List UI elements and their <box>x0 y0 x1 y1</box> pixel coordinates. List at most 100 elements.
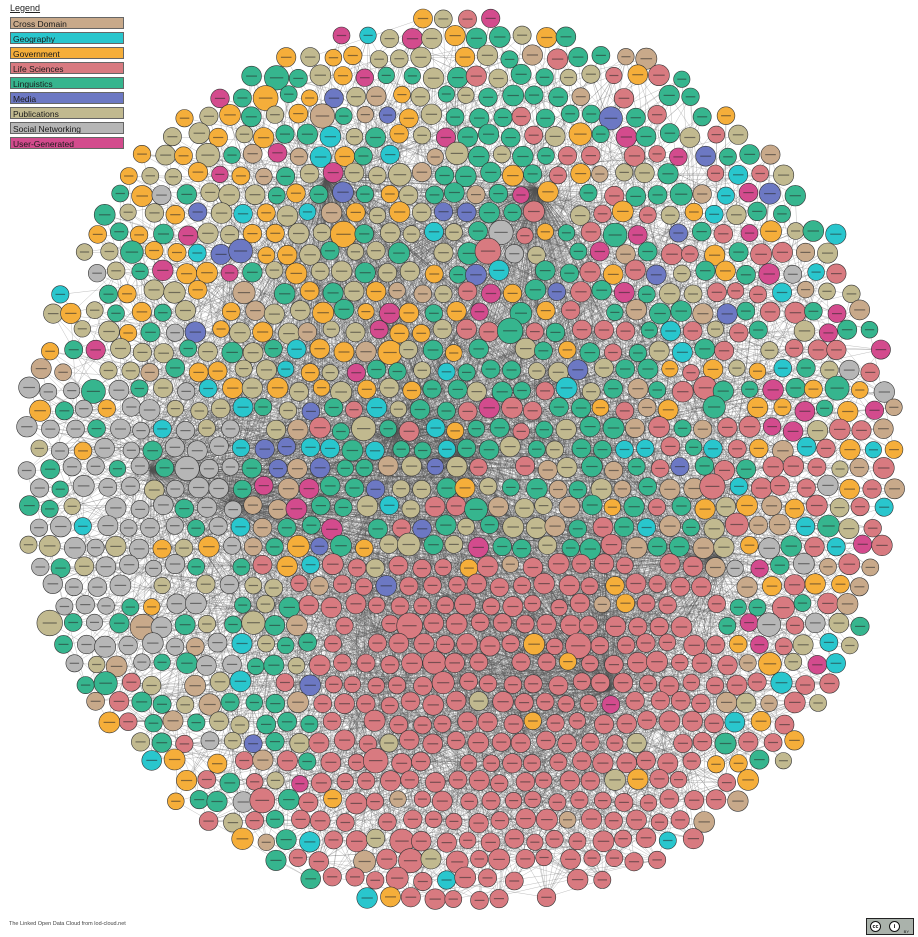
dataset-node-label <box>449 352 459 354</box>
attribution-text: The Linked Open Data Cloud from lod-clou… <box>9 921 126 927</box>
dataset-node-label <box>179 117 190 119</box>
dataset-node-label <box>190 602 202 604</box>
dataset-node-label <box>248 584 258 587</box>
dataset-node-label <box>461 94 471 96</box>
dataset-node-label <box>201 154 215 156</box>
dataset-node-label <box>711 328 721 330</box>
dataset-node-label <box>324 250 335 252</box>
dataset-node-label <box>383 351 397 354</box>
dataset-node-label <box>540 231 550 233</box>
dataset-node-label <box>698 387 712 389</box>
dataset-node-label <box>575 96 586 98</box>
dataset-node-label <box>324 136 336 138</box>
dataset-node-label <box>527 173 538 175</box>
dataset-node-label <box>385 664 395 666</box>
dataset-node-label <box>585 818 598 820</box>
dataset-node-label <box>516 548 527 550</box>
dataset-node-label <box>565 547 576 549</box>
dataset-node-label <box>665 214 676 216</box>
dataset-node-label <box>68 349 79 351</box>
dataset-node-label <box>448 543 459 545</box>
dataset-node-label <box>810 504 823 507</box>
dataset-node-label <box>192 289 203 291</box>
dataset-node-label <box>135 626 151 628</box>
dataset-node-label <box>540 310 551 312</box>
dataset-node-label <box>293 113 304 115</box>
dataset-node-label <box>384 38 395 40</box>
dataset-node-label <box>485 368 496 370</box>
dataset-node-label <box>864 329 875 331</box>
dataset-node-label <box>541 36 553 39</box>
dataset-node-label <box>441 371 452 373</box>
dataset-node-label <box>654 778 665 780</box>
dataset-node-label <box>809 583 821 585</box>
dataset-node-label <box>79 251 90 253</box>
dataset-node-label <box>583 624 594 626</box>
dataset-node-label <box>104 250 115 253</box>
legend-item-media[interactable]: Media <box>10 92 124 104</box>
dataset-node-label <box>763 273 775 275</box>
dataset-node-label <box>766 585 778 587</box>
legend-item-government[interactable]: Government <box>10 47 124 59</box>
dataset-node-label <box>565 858 577 860</box>
legend-item-cross-domain[interactable]: Cross Domain <box>10 17 124 29</box>
dataset-node-label <box>234 724 245 726</box>
dataset-node-label <box>720 506 732 508</box>
dataset-node-label <box>482 721 493 723</box>
dataset-node-label <box>494 782 505 784</box>
dataset-node-label <box>90 621 99 623</box>
dataset-node-label <box>641 602 651 604</box>
dataset-node-label <box>554 607 564 609</box>
dataset-node-label <box>314 820 326 822</box>
dataset-node-label <box>391 877 404 879</box>
dataset-node-label <box>438 566 448 568</box>
legend-item-geography[interactable]: Geography <box>10 32 124 44</box>
legend-item-social-networking[interactable]: Social Networking <box>10 122 124 134</box>
dataset-node-label <box>823 332 834 334</box>
dataset-node-label <box>469 508 483 510</box>
dataset-node-label <box>370 567 381 569</box>
license-text: BY <box>903 929 909 934</box>
dataset-node-label <box>236 447 246 449</box>
dataset-node-label <box>290 508 303 510</box>
dataset-node-label <box>832 313 842 315</box>
dataset-node-label <box>688 644 700 646</box>
dataset-node-label <box>551 58 564 60</box>
dataset-node-label <box>270 232 281 234</box>
legend-item-life-sciences[interactable]: Life Sciences <box>10 62 124 74</box>
dataset-node-label <box>42 622 57 624</box>
dataset-node-label <box>261 643 271 645</box>
dataset-node-label <box>114 584 127 586</box>
dataset-node-label <box>788 661 798 663</box>
dataset-node-label <box>607 273 619 275</box>
legend-item-publications[interactable]: Publications <box>10 107 124 119</box>
dataset-node-label <box>675 700 686 702</box>
dataset-node-label <box>213 525 224 527</box>
dataset-node-label <box>620 136 632 138</box>
dataset-node-label <box>708 722 720 724</box>
dataset-node-label <box>789 347 799 349</box>
dataset-node-label <box>753 293 763 295</box>
dataset-node-label <box>429 818 439 820</box>
legend-item-linguistics[interactable]: Linguistics <box>10 77 124 89</box>
dataset-node-label <box>102 525 114 527</box>
dataset-node-label <box>677 273 687 275</box>
dataset-node-label <box>530 527 543 529</box>
cc-license-badge[interactable]: cc i BY <box>866 918 914 935</box>
dataset-node-label <box>598 329 610 331</box>
dataset-node-label <box>280 175 291 177</box>
dataset-node-label <box>110 665 123 667</box>
dataset-node-label <box>397 94 407 96</box>
dataset-node-label <box>370 488 381 490</box>
dataset-node-label <box>607 506 617 508</box>
dataset-node-label <box>258 97 273 99</box>
dataset-node-label <box>785 545 797 547</box>
dataset-node-label <box>405 508 416 510</box>
legend-item-user-generated[interactable]: User-Generated <box>10 137 124 149</box>
dataset-node-label <box>583 192 594 194</box>
dataset-node-label <box>329 683 339 685</box>
dataset-node-label <box>867 527 878 529</box>
dataset-node-label <box>91 428 102 430</box>
dataset-node-label <box>418 449 428 452</box>
dataset-node-label <box>663 685 675 687</box>
